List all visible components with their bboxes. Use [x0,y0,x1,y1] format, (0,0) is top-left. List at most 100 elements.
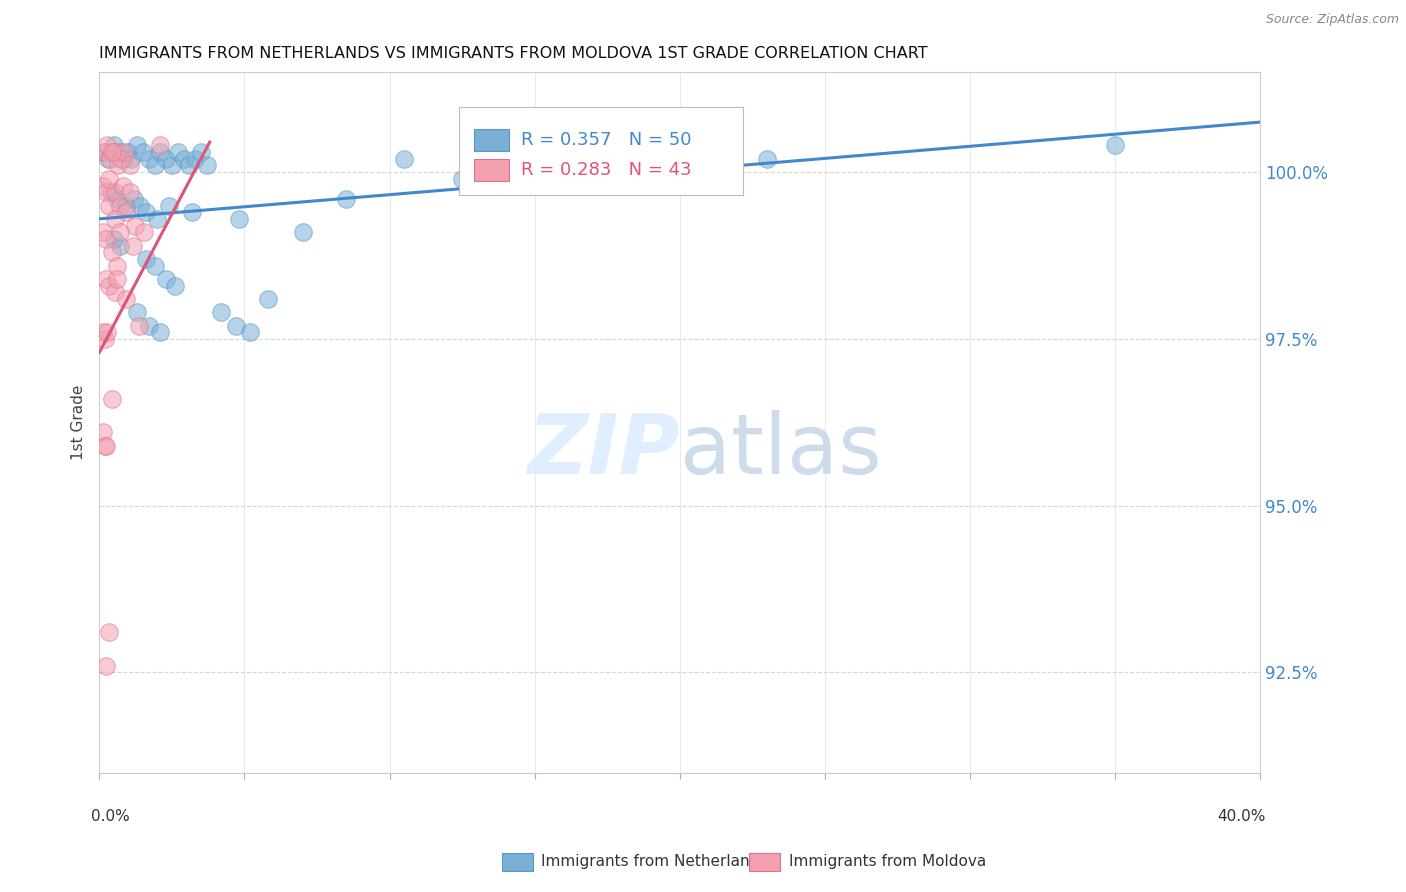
Point [97,278,120,293]
Point [1104,138,1126,153]
Point [110,152,132,166]
Text: ZIP: ZIP [527,409,679,491]
Point [149,145,172,160]
Point [112,145,135,160]
Point [239,325,262,339]
Point [115,205,138,219]
Point [451,171,474,186]
Point [97,198,120,212]
Point [91,225,114,239]
Point [392,152,415,166]
Point [100,392,122,406]
Point [118,159,141,173]
Point [179,159,201,173]
Y-axis label: 1st Grade: 1st Grade [72,384,86,460]
Point [209,305,232,319]
Point [166,145,188,160]
Point [132,145,155,160]
Point [523,152,546,166]
Point [114,198,136,212]
Point [103,185,125,199]
Point [127,305,149,319]
Text: R = 0.283   N = 43: R = 0.283 N = 43 [520,161,692,179]
Point [94,185,117,199]
Point [195,159,218,173]
Point [143,259,166,273]
Point [100,145,122,160]
Point [228,211,250,226]
Point [181,205,204,219]
Point [121,238,143,252]
Point [110,198,132,212]
Point [100,245,122,260]
Point [160,159,183,173]
Point [97,625,120,640]
Point [103,232,125,246]
Point [94,145,117,160]
Text: Immigrants from Netherlands: Immigrants from Netherlands [541,855,768,869]
Point [97,152,120,166]
Point [97,171,120,186]
Text: 0.0%: 0.0% [91,809,129,824]
Point [134,225,156,239]
Point [135,252,157,266]
Point [146,211,169,226]
Point [103,285,125,300]
Point [155,152,177,166]
Point [107,159,129,173]
Point [105,192,128,206]
Point [110,225,132,239]
Text: Source: ZipAtlas.com: Source: ZipAtlas.com [1265,13,1399,27]
Point [184,152,207,166]
Text: 40.0%: 40.0% [1218,809,1265,824]
Point [100,185,122,199]
Point [94,439,117,453]
Point [93,439,115,453]
Point [149,325,172,339]
Point [138,318,160,333]
Point [91,178,114,193]
FancyBboxPatch shape [460,107,744,194]
Point [93,145,115,160]
Point [122,192,145,206]
Point [93,332,115,346]
Point [120,152,142,166]
Point [94,232,117,246]
FancyBboxPatch shape [474,128,509,152]
Point [163,278,186,293]
Point [127,138,149,153]
Point [91,325,114,339]
Point [256,292,278,306]
Point [129,198,152,212]
Point [108,238,131,252]
Point [107,272,129,286]
Point [108,145,131,160]
Point [118,185,141,199]
FancyBboxPatch shape [474,159,509,181]
Point [107,259,129,273]
Point [755,152,778,166]
Point [96,325,118,339]
Point [138,152,160,166]
Point [94,658,117,673]
Point [135,205,157,219]
Point [157,198,180,212]
Point [124,219,146,233]
Point [96,138,118,153]
Text: atlas: atlas [679,409,882,491]
Point [149,138,172,153]
Point [143,159,166,173]
Point [94,272,117,286]
Point [98,152,121,166]
Point [91,425,114,440]
Point [190,145,212,160]
Point [128,318,150,333]
Point [103,211,125,226]
Text: Immigrants from Moldova: Immigrants from Moldova [789,855,986,869]
Point [115,292,138,306]
Point [225,318,247,333]
Point [103,138,125,153]
Point [104,145,127,160]
Text: IMMIGRANTS FROM NETHERLANDS VS IMMIGRANTS FROM MOLDOVA 1ST GRADE CORRELATION CHA: IMMIGRANTS FROM NETHERLANDS VS IMMIGRANT… [100,46,928,62]
Point [112,178,135,193]
